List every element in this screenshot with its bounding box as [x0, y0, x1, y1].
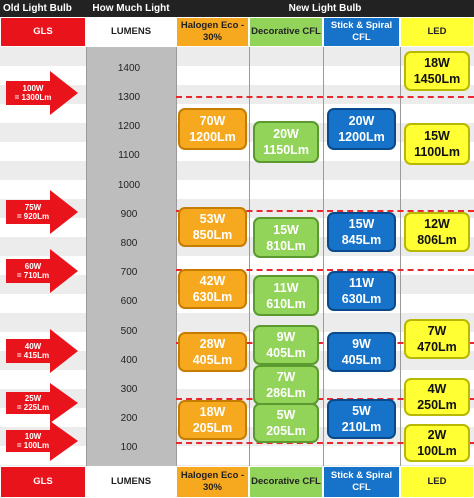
how-much-light-header: How Much Light [92, 3, 170, 14]
gls-arrow-100w [6, 71, 78, 115]
halogen-box-70w: 70W 1200Lm [178, 108, 247, 150]
led-box-2w: 2W 100Lm [404, 424, 470, 462]
lumen-tick: 200 [120, 413, 138, 424]
gls-arrow-75w [6, 190, 78, 234]
arrow-shape [6, 421, 78, 461]
spiral-box-20w: 20W 1200Lm [327, 108, 396, 150]
dashed-line-920 [176, 210, 474, 212]
halogen-box-28w: 28W 405Lm [178, 332, 247, 372]
led-column-footer: LED [400, 466, 474, 498]
lumen-tick: 700 [120, 267, 138, 278]
dashed-line-100 [176, 442, 474, 444]
gls-arrow-label-25w: 25W = 225Lm [16, 394, 50, 412]
gls-arrow-25w [6, 383, 78, 423]
spiral-box-5w: 5W 210Lm [327, 399, 396, 439]
gls-arrow-60w [6, 249, 78, 293]
led-box-15w: 15W 1100Lm [404, 123, 470, 165]
decorative-box-20w: 20W 1150Lm [253, 121, 319, 163]
lumen-tick: 500 [120, 326, 138, 337]
lumens-column-body [86, 47, 176, 466]
lumen-tick: 100 [120, 442, 138, 453]
gls-arrow-label-10w: 10W = 100Lm [16, 432, 50, 450]
spiral-cfl-column-header: Stick & Spiral CFL [323, 17, 400, 47]
divider-5 [400, 47, 401, 466]
gls-arrow-label-60w: 60W = 710Lm [16, 262, 50, 280]
lumen-tick: 900 [120, 209, 138, 220]
gls-arrow-label-40w: 40W = 415Lm [16, 342, 50, 360]
led-box-12w: 12W 806Lm [404, 212, 470, 252]
dashed-line-1300 [176, 96, 474, 98]
decorative-cfl-column-footer: Decorative CFL [249, 466, 323, 498]
lumen-tick: 1200 [117, 121, 141, 132]
lumen-tick: 1100 [118, 150, 140, 161]
halogen-column-header: Halogen Eco - 30% [176, 17, 249, 47]
gls-arrow-label-100w: 100W = 1300Lm [14, 84, 52, 102]
lumen-tick: 1000 [117, 180, 141, 191]
spiral-box-11w: 11W 630Lm [327, 271, 396, 311]
halogen-box-42w: 42W 630Lm [178, 269, 247, 309]
spiral-box-15w: 15W 845Lm [327, 212, 396, 252]
lumens-column-header: LUMENS [86, 17, 176, 47]
gls-arrow-10w [6, 421, 78, 461]
arrow-shape [6, 190, 78, 234]
halogen-box-18w: 18W 205Lm [178, 400, 247, 440]
led-box-7w: 7W 470Lm [404, 319, 470, 359]
gls-arrow-40w [6, 329, 78, 373]
lumen-tick: 300 [120, 384, 138, 395]
arrow-shape [6, 249, 78, 293]
lumen-tick: 1300 [117, 92, 141, 103]
gls-column-header: GLS [0, 17, 86, 47]
arrow-shape [6, 329, 78, 373]
led-box-18w: 18W 1450Lm [404, 51, 470, 91]
decorative-box-9w: 9W 405Lm [253, 325, 319, 365]
decorative-box-5w: 5W 205Lm [253, 403, 319, 443]
gls-column-footer: GLS [0, 466, 86, 498]
gls-arrow-label-75w: 75W = 920Lm [16, 203, 50, 221]
spiral-cfl-column-footer: Stick & Spiral CFL [323, 466, 400, 498]
lumen-tick: 600 [120, 296, 138, 307]
new-light-bulb-header: New Light Bulb [288, 3, 362, 14]
dashed-line-415 [176, 342, 474, 344]
dashed-line-710 [176, 269, 474, 271]
decorative-box-7w: 7W 286Lm [253, 365, 319, 405]
divider-1 [86, 47, 87, 466]
dashed-line-225 [176, 398, 474, 400]
led-box-4w: 4W 250Lm [404, 378, 470, 416]
halogen-box-53w: 53W 850Lm [178, 207, 247, 247]
arrow-shape [6, 71, 78, 115]
lumens-column-footer: LUMENS [86, 466, 176, 498]
divider-4 [323, 47, 324, 466]
spiral-box-9w: 9W 405Lm [327, 332, 396, 372]
decorative-box-11w: 11W 610Lm [253, 275, 319, 316]
led-column-header: LED [400, 17, 474, 47]
old-light-bulb-header: Old Light Bulb [3, 3, 72, 14]
divider-2 [176, 47, 177, 466]
lumen-tick: 400 [120, 355, 138, 366]
decorative-box-15w: 15W 810Lm [253, 217, 319, 258]
lumen-tick: 1400 [117, 63, 141, 74]
lumen-tick: 800 [120, 238, 138, 249]
top-header-bar [0, 0, 474, 17]
arrow-shape [6, 383, 78, 423]
halogen-column-footer: Halogen Eco - 30% [176, 466, 249, 498]
divider-3 [249, 47, 250, 466]
decorative-cfl-column-header: Decorative CFL [249, 17, 323, 47]
